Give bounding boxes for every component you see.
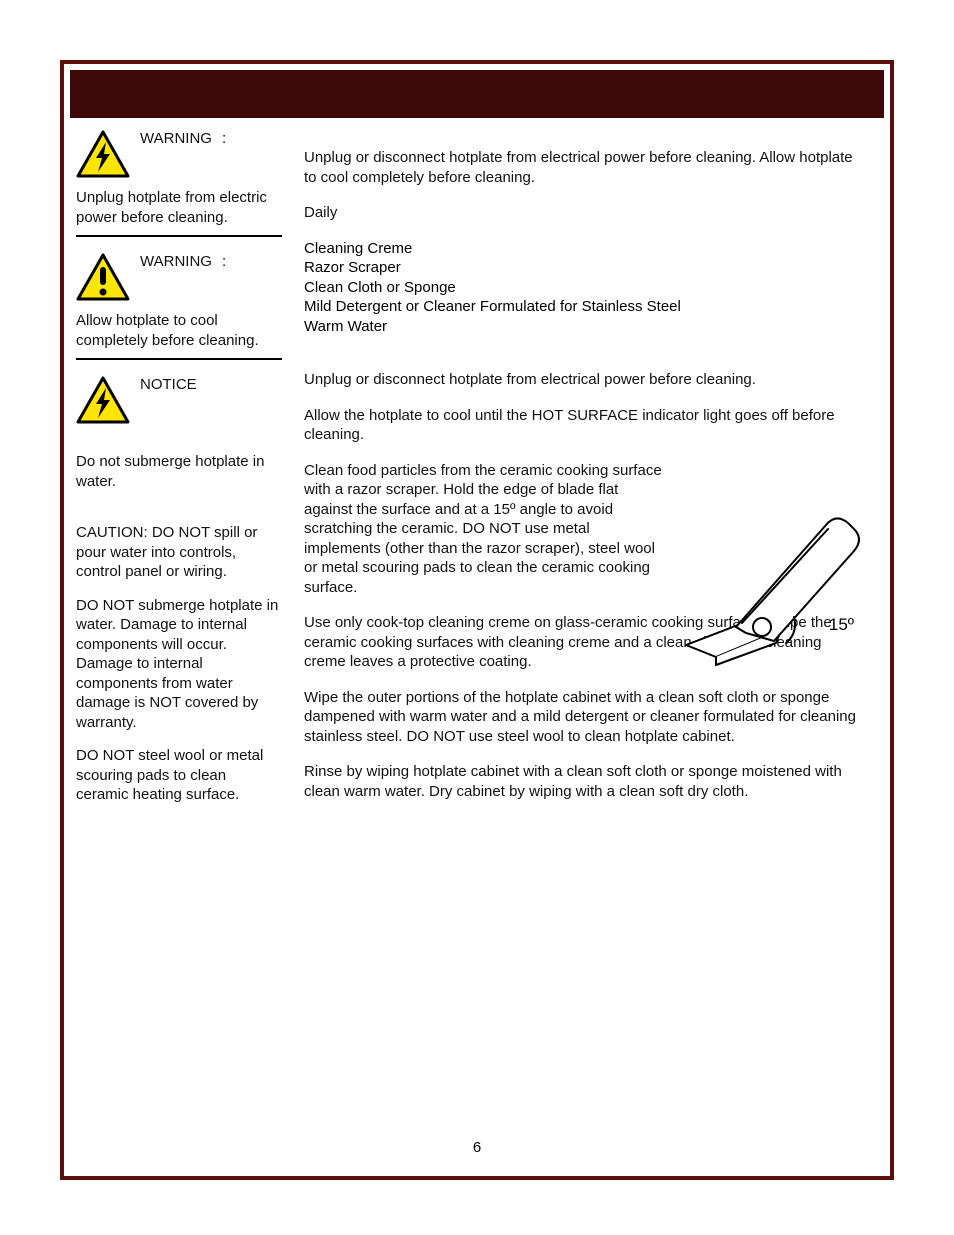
general-hazard-icon [76,253,130,303]
warning-label: WARNING [140,253,212,270]
page-body: WARNING : Unplug hotplate from electric … [70,130,884,1170]
divider [76,358,282,360]
list-item: Razor Scraper [304,258,866,278]
preparation-text: Unplug or disconnect hotplate from elect… [304,148,866,187]
shock-hazard-icon [76,130,130,180]
procedure-p2: Allow the hotplate to cool until the HOT… [304,406,866,445]
sidebar-caution-spill: CAUTION: DO NOT spill or pour water into… [76,523,282,582]
razor-scraper-figure [676,505,866,675]
shock-hazard-icon [76,376,130,426]
title-banner [70,70,884,118]
page-number: 6 [64,1139,890,1156]
warning-general-text: Allow hotplate to cool completely before… [76,311,282,350]
notice-shock-text: Do not submerge hotplate in water. [76,452,282,491]
main-content: Unplug or disconnect hotplate from elect… [300,130,884,1170]
frequency-text: Daily [304,203,866,223]
colon: : [222,253,226,270]
page-frame: WARNING : Unplug hotplate from electric … [60,60,894,1180]
list-item: Clean Cloth or Sponge [304,278,866,298]
warning-shock-box: WARNING : Unplug hotplate from electric … [76,130,282,237]
angle-label: 15º [829,615,854,635]
sidebar-caution-steelwool: DO NOT steel wool or metal scouring pads… [76,746,282,805]
page: WARNING : Unplug hotplate from electric … [0,0,954,1235]
warning-shock-text: Unplug hotplate from electric power befo… [76,188,282,227]
procedure-p6: Rinse by wiping hotplate cabinet with a … [304,762,866,801]
materials-list: Cleaning Creme Razor Scraper Clean Cloth… [304,239,866,337]
list-item: Cleaning Creme [304,239,866,259]
procedure-p5: Wipe the outer portions of the hotplate … [304,688,866,747]
notice-label: NOTICE [140,376,197,393]
sidebar-caution-submerge: DO NOT submerge hotplate in water. Damag… [76,596,282,733]
list-item: Mild Detergent or Cleaner Formulated for… [304,297,866,317]
notice-shock-box: NOTICE Do not submerge hotplate in water… [76,376,282,491]
divider [76,235,282,237]
warning-general-box: WARNING : Allow hotplate to cool complet… [76,253,282,360]
procedure-p1: Unplug or disconnect hotplate from elect… [304,370,866,390]
list-item: Warm Water [304,317,866,337]
colon: : [222,130,226,147]
warning-label: WARNING [140,130,212,147]
sidebar: WARNING : Unplug hotplate from electric … [70,130,300,1170]
